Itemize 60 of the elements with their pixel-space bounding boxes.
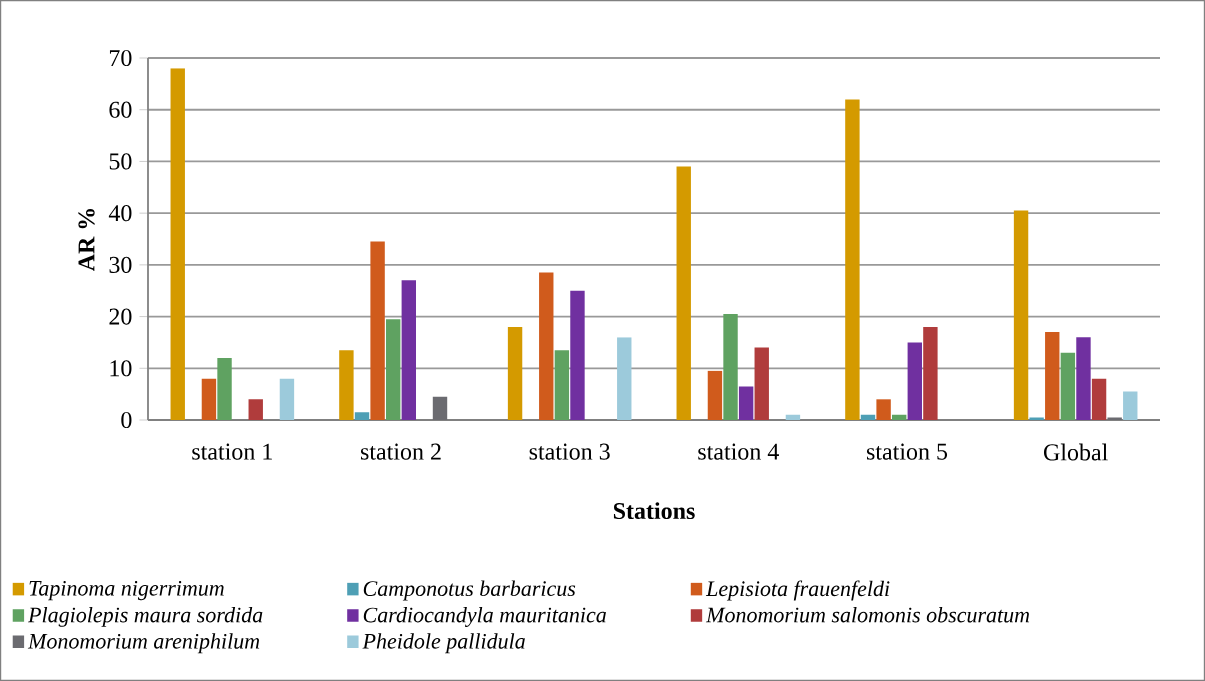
legend-label: Lepisiota frauenfeldi xyxy=(705,580,890,601)
bar xyxy=(507,326,523,420)
legend-label: Camponotus barbaricus xyxy=(363,580,576,601)
x-tick-label: station 1 xyxy=(192,443,272,460)
legend-label: Monomorium salomonis obscuratum xyxy=(705,606,1030,623)
bar xyxy=(1091,378,1107,420)
bar xyxy=(354,412,370,420)
y-axis-title: AR % xyxy=(78,208,95,272)
legend-label: Cardiocandyla mauritanica xyxy=(363,606,606,627)
bar xyxy=(860,414,876,420)
bar xyxy=(217,357,232,420)
bar xyxy=(201,378,217,420)
bar xyxy=(1123,391,1138,420)
y-tick-label: 20 xyxy=(109,308,132,325)
bar xyxy=(570,290,585,420)
bar xyxy=(248,399,263,420)
y-tick-label: 40 xyxy=(108,205,132,222)
bar xyxy=(707,370,723,420)
legend-label: Pheidole pallidula xyxy=(362,633,525,654)
x-tick-label: station 3 xyxy=(529,443,610,460)
bar xyxy=(370,241,385,420)
legend-label: Monomorium areniphilum xyxy=(27,633,260,654)
bar xyxy=(554,350,570,420)
bar xyxy=(923,326,938,420)
bar xyxy=(754,347,769,420)
bar xyxy=(907,342,922,420)
bar xyxy=(1060,352,1076,420)
bar xyxy=(1029,417,1044,420)
x-tick-label: Global xyxy=(1043,443,1108,461)
y-tick-label: 60 xyxy=(109,101,132,118)
y-tick-label: 0 xyxy=(121,411,132,429)
x-tick-label: station 5 xyxy=(866,443,948,460)
bar xyxy=(539,272,554,420)
bar xyxy=(339,350,354,420)
bar xyxy=(676,166,691,420)
y-tick-label: 30 xyxy=(109,256,132,273)
bar xyxy=(386,319,401,420)
bar xyxy=(785,414,801,420)
bar xyxy=(723,313,738,420)
x-tick-label: station 2 xyxy=(360,443,441,460)
y-tick-label: 10 xyxy=(110,360,132,377)
bar xyxy=(876,399,891,420)
bar xyxy=(170,68,185,420)
legend-label: Tapinoma nigerrimum xyxy=(29,580,224,601)
x-axis-title: Stations xyxy=(613,502,695,520)
bar xyxy=(738,386,754,420)
bar xyxy=(279,378,295,420)
bar xyxy=(845,99,860,420)
bar xyxy=(1013,210,1029,420)
bar xyxy=(401,280,416,420)
legend-label: Plagiolepis maura sordida xyxy=(27,606,263,627)
bar xyxy=(1045,332,1060,420)
y-tick-label: 50 xyxy=(109,153,132,170)
bar xyxy=(1076,337,1091,420)
bar xyxy=(432,396,448,420)
y-tick-label: 70 xyxy=(109,49,132,67)
bar xyxy=(892,414,907,420)
bar xyxy=(1107,417,1122,420)
bar xyxy=(617,337,632,420)
x-tick-label: station 4 xyxy=(698,443,779,460)
